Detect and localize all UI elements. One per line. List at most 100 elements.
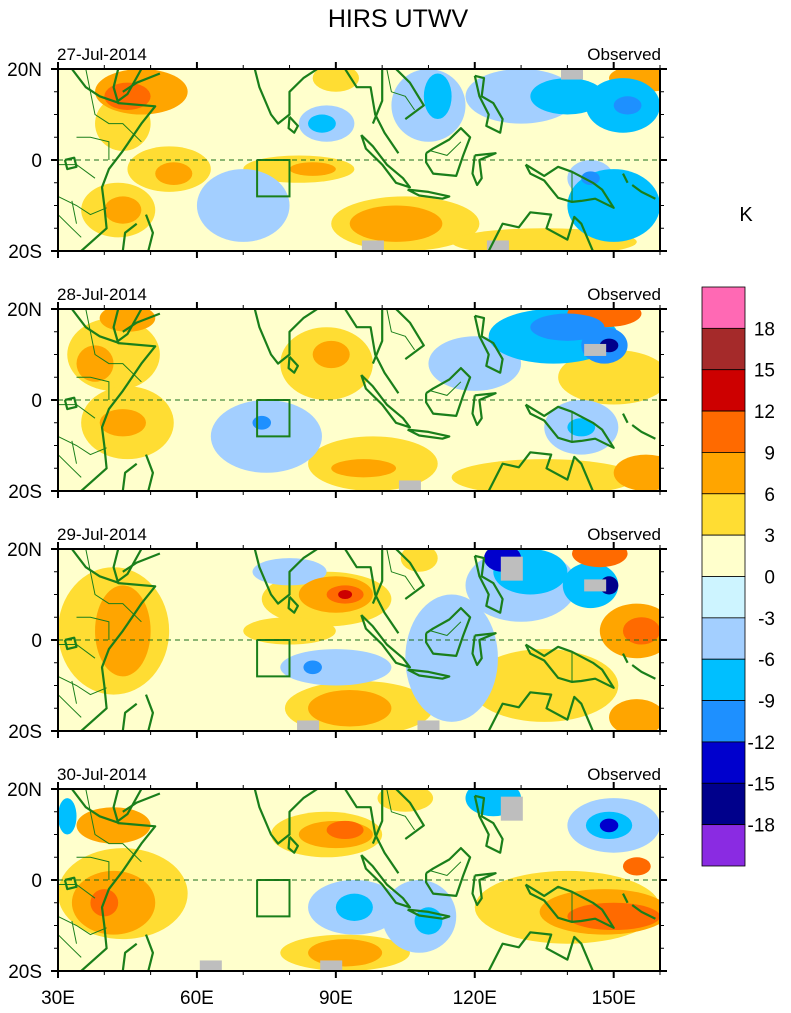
anomaly-contour — [572, 549, 628, 568]
colorbar-swatch — [701, 824, 746, 867]
map-panel-2: 20N 0 20S 28-Jul-2014 Observed — [7, 285, 667, 503]
coastline — [122, 312, 161, 333]
y-tick-label: 20N — [7, 780, 42, 801]
coastline — [117, 789, 143, 822]
coastline — [253, 789, 318, 845]
country-border — [76, 616, 110, 640]
anomaly-contour — [58, 798, 77, 835]
anomaly-contour — [308, 939, 383, 967]
coastline — [425, 847, 472, 897]
coastline — [524, 403, 615, 449]
coastline — [63, 876, 78, 891]
coastline — [121, 702, 138, 731]
missing-data-box — [417, 720, 440, 731]
map-panel-3: 20N 0 20S 29-Jul-2014 Observed — [7, 525, 667, 743]
coastline — [122, 552, 161, 573]
coastline — [71, 69, 119, 104]
y-tick-label: 0 — [31, 871, 42, 892]
coastline — [63, 396, 78, 411]
country-border — [430, 381, 462, 396]
coastline — [144, 214, 154, 251]
country-border — [386, 309, 416, 351]
anomaly-contour — [104, 82, 151, 110]
coastline — [144, 454, 154, 491]
country-border — [58, 214, 82, 238]
country-border — [58, 435, 107, 456]
coastline — [473, 554, 504, 614]
x-tick-label: 30E — [41, 988, 75, 1009]
country-border — [85, 309, 142, 383]
coastline — [253, 69, 318, 125]
anomaly-contour — [581, 171, 600, 186]
coastline — [117, 549, 143, 582]
anomaly-contour — [338, 589, 353, 600]
colorbar-label: -12 — [748, 733, 775, 754]
coastline — [360, 614, 411, 669]
map-panel-1: 20N 0 20S 27-Jul-2014 Observed — [7, 45, 667, 263]
colorbar-label: 18 — [754, 319, 775, 340]
coastline — [631, 904, 656, 920]
coastline — [117, 309, 143, 342]
anomaly-contour — [599, 818, 619, 833]
colorbar: 18 15 12 9 6 3 0 -3 -6 -9 -12 -15 -18 — [701, 286, 775, 867]
coastline — [524, 163, 615, 209]
panel-label: Observed — [587, 525, 661, 544]
anomaly-contour — [252, 415, 272, 430]
y-tick-label: 0 — [31, 631, 42, 652]
coastline — [144, 934, 154, 971]
coastline — [407, 668, 451, 680]
coastline — [487, 451, 594, 491]
colorbar-swatch — [701, 782, 746, 826]
coastline — [425, 607, 472, 657]
country-border — [386, 69, 416, 111]
y-tick-label: 20S — [8, 482, 42, 503]
coastline — [360, 854, 411, 909]
colorbar-label: 9 — [764, 443, 775, 464]
map-field — [58, 309, 660, 491]
y-tick-label: 20S — [8, 242, 42, 263]
colorbar-label: 6 — [764, 485, 775, 506]
coastline — [80, 309, 157, 491]
anomaly-contour — [99, 409, 146, 437]
coastline — [425, 127, 472, 177]
coastline — [487, 691, 594, 731]
colorbar-units: K — [739, 204, 753, 226]
coastline — [117, 69, 143, 102]
coastline — [71, 549, 119, 584]
coastline — [487, 211, 594, 251]
coastline — [631, 424, 656, 440]
country-border — [430, 621, 462, 637]
anomaly-contour — [280, 649, 392, 686]
coastline — [631, 184, 656, 200]
colorbar-swatch — [701, 700, 746, 743]
country-border — [76, 136, 110, 160]
colorbar-swatch — [701, 369, 746, 412]
anomaly-contour — [155, 162, 193, 186]
anomaly-contour — [312, 340, 350, 369]
coastline — [395, 309, 425, 360]
country-border — [58, 454, 82, 478]
coastline — [371, 789, 384, 845]
x-tick-label: 90E — [319, 988, 353, 1009]
coastline — [344, 549, 400, 634]
coastline — [344, 789, 400, 874]
y-tick-label: 20S — [8, 962, 42, 983]
coastline — [471, 632, 497, 667]
x-tick-label: 120E — [453, 988, 497, 1009]
colorbar-label: 3 — [764, 526, 775, 547]
colorbar-swatch — [701, 410, 746, 453]
map-field — [58, 549, 660, 731]
y-tick-label: 20N — [7, 300, 42, 321]
colorbar-swatch — [701, 493, 746, 536]
coastline — [360, 134, 411, 189]
anomaly-contour — [312, 69, 359, 92]
country-border — [58, 884, 96, 899]
coastline — [121, 222, 138, 251]
country-border — [71, 920, 77, 944]
country-border — [76, 376, 110, 400]
country-border — [71, 200, 77, 224]
x-tick-label: 150E — [592, 988, 636, 1009]
anomaly-contour — [349, 205, 443, 242]
colorbar-label: 12 — [754, 402, 775, 423]
